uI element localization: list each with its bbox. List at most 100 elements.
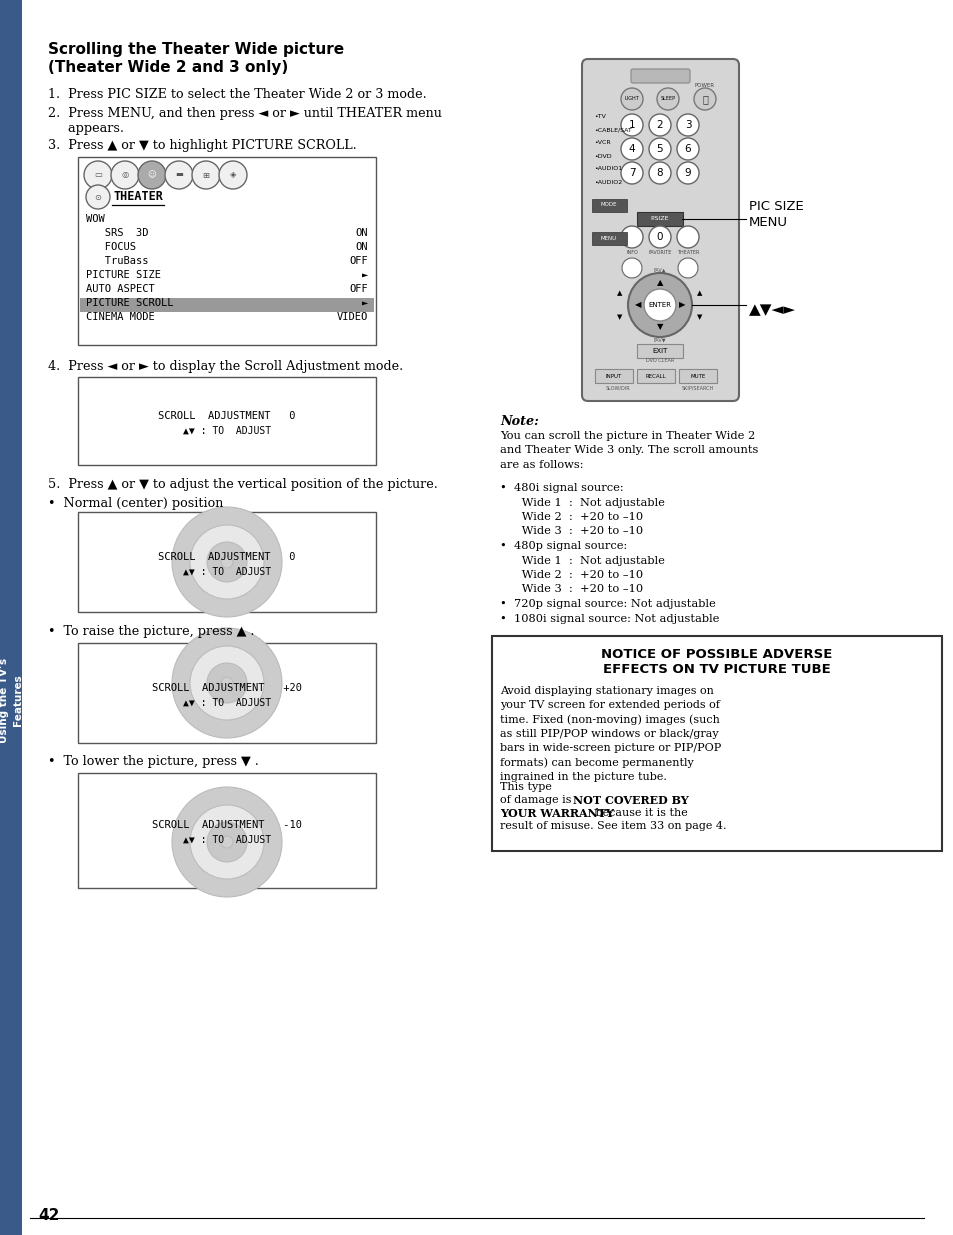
Circle shape	[648, 162, 670, 184]
Circle shape	[207, 823, 247, 862]
Text: •TV: •TV	[594, 115, 605, 120]
Circle shape	[190, 525, 264, 599]
Text: 4: 4	[628, 144, 635, 154]
Text: MUTE: MUTE	[690, 373, 705, 378]
Text: PICTURE SCROLL: PICTURE SCROLL	[86, 298, 173, 308]
Text: SCROLL  ADJUSTMENT   0: SCROLL ADJUSTMENT 0	[158, 552, 295, 562]
Circle shape	[221, 677, 233, 689]
Circle shape	[172, 508, 282, 618]
Circle shape	[620, 114, 642, 136]
FancyBboxPatch shape	[637, 212, 682, 226]
Text: ▲▼◄►: ▲▼◄►	[748, 303, 795, 317]
Text: appears.: appears.	[48, 122, 124, 135]
Text: (Theater Wide 2 and 3 only): (Theater Wide 2 and 3 only)	[48, 61, 288, 75]
Text: of damage is: of damage is	[499, 795, 575, 805]
Text: ▲: ▲	[656, 279, 662, 288]
Text: •  To lower the picture, press ▼ .: • To lower the picture, press ▼ .	[48, 755, 258, 768]
FancyBboxPatch shape	[595, 369, 633, 383]
Text: Scrolling the Theater Wide picture: Scrolling the Theater Wide picture	[48, 42, 344, 57]
Text: FAV▲: FAV▲	[653, 268, 665, 273]
Circle shape	[621, 258, 641, 278]
Circle shape	[627, 273, 691, 337]
Text: SLEEP: SLEEP	[659, 96, 675, 101]
Circle shape	[84, 161, 112, 189]
Text: VIDEO: VIDEO	[336, 312, 368, 322]
Text: YOUR WARRANTY: YOUR WARRANTY	[499, 808, 614, 819]
Text: Note:: Note:	[499, 415, 538, 429]
Text: Using the TV’s
Features: Using the TV’s Features	[0, 657, 23, 742]
Text: Wide 2  :  +20 to –10: Wide 2 : +20 to –10	[499, 571, 642, 580]
Text: CINEMA MODE: CINEMA MODE	[86, 312, 154, 322]
FancyBboxPatch shape	[80, 298, 374, 312]
Text: ▲▼ : TO  ADJUST: ▲▼ : TO ADJUST	[183, 698, 271, 708]
FancyBboxPatch shape	[0, 0, 22, 1235]
Text: •  To raise the picture, press ▲ .: • To raise the picture, press ▲ .	[48, 625, 254, 638]
Text: OFF: OFF	[349, 256, 368, 266]
Circle shape	[111, 161, 139, 189]
Circle shape	[190, 805, 264, 879]
Text: Wide 3  :  +20 to –10: Wide 3 : +20 to –10	[499, 584, 642, 594]
Text: •VCR: •VCR	[594, 141, 610, 146]
Text: P.SIZE: P.SIZE	[650, 216, 669, 221]
FancyBboxPatch shape	[630, 69, 689, 83]
Circle shape	[657, 88, 679, 110]
Text: SCROLL  ADJUSTMENT   0: SCROLL ADJUSTMENT 0	[158, 411, 295, 421]
Text: 2.  Press MENU, and then press ◄ or ► until THEATER menu: 2. Press MENU, and then press ◄ or ► unt…	[48, 107, 441, 120]
Text: •CABLE/SAT: •CABLE/SAT	[594, 127, 631, 132]
Text: ▼: ▼	[697, 314, 702, 320]
Text: MENU: MENU	[600, 236, 617, 241]
Text: 2: 2	[656, 120, 662, 130]
Circle shape	[190, 646, 264, 720]
Text: INPUT: INPUT	[605, 373, 621, 378]
Circle shape	[221, 556, 233, 568]
Text: 6: 6	[684, 144, 691, 154]
Text: MENU: MENU	[748, 216, 787, 228]
Text: PIC SIZE: PIC SIZE	[748, 200, 803, 212]
FancyBboxPatch shape	[78, 513, 375, 613]
Circle shape	[648, 114, 670, 136]
FancyBboxPatch shape	[78, 643, 375, 743]
Text: SRS  3D: SRS 3D	[86, 228, 149, 238]
FancyBboxPatch shape	[637, 345, 682, 358]
Text: ▼: ▼	[656, 322, 662, 331]
Text: ◀: ◀	[634, 300, 640, 310]
Circle shape	[677, 162, 699, 184]
Text: •  720p signal source: Not adjustable: • 720p signal source: Not adjustable	[499, 599, 715, 609]
Text: 5: 5	[656, 144, 662, 154]
Text: SCROLL  ADJUSTMENT   -10: SCROLL ADJUSTMENT -10	[152, 820, 302, 830]
FancyBboxPatch shape	[78, 377, 375, 466]
Circle shape	[221, 836, 233, 848]
Circle shape	[677, 226, 699, 248]
Circle shape	[219, 161, 247, 189]
FancyBboxPatch shape	[581, 59, 739, 401]
Text: NOT COVERED BY: NOT COVERED BY	[573, 795, 688, 806]
Text: •AUDIO1: •AUDIO1	[594, 167, 621, 172]
Text: 7: 7	[628, 168, 635, 178]
Text: 3: 3	[684, 120, 691, 130]
Text: FOCUS: FOCUS	[86, 242, 136, 252]
Text: AUTO ASPECT: AUTO ASPECT	[86, 284, 154, 294]
Text: ►: ►	[361, 270, 368, 280]
Text: TruBass: TruBass	[86, 256, 149, 266]
Text: THEATER: THEATER	[676, 251, 699, 256]
FancyBboxPatch shape	[637, 369, 675, 383]
Text: 42: 42	[38, 1208, 59, 1223]
Circle shape	[620, 226, 642, 248]
Circle shape	[172, 629, 282, 739]
Text: ON: ON	[355, 228, 368, 238]
Text: Avoid displaying stationary images on
your TV screen for extended periods of
tim: Avoid displaying stationary images on yo…	[499, 685, 720, 782]
Text: POWER: POWER	[694, 83, 715, 88]
Text: •  Normal (center) position: • Normal (center) position	[48, 496, 223, 510]
Circle shape	[677, 114, 699, 136]
Text: ◎: ◎	[121, 170, 129, 179]
Text: WOW: WOW	[86, 214, 105, 224]
Text: PICTURE SIZE: PICTURE SIZE	[86, 270, 161, 280]
Circle shape	[207, 663, 247, 703]
Text: ▼: ▼	[617, 314, 622, 320]
Text: This type: This type	[499, 782, 551, 792]
Text: SLOW/DIR: SLOW/DIR	[605, 387, 630, 391]
FancyBboxPatch shape	[492, 636, 941, 851]
Text: Wide 1  :  Not adjustable: Wide 1 : Not adjustable	[499, 498, 664, 508]
Text: result of misuse. See item 33 on page 4.: result of misuse. See item 33 on page 4.	[499, 821, 726, 831]
Text: ⊞: ⊞	[202, 170, 210, 179]
